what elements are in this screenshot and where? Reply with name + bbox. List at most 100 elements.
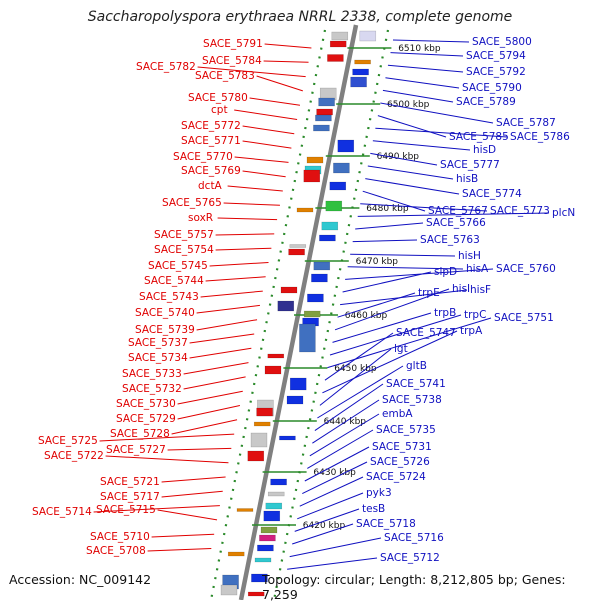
- right-strand-feature: [311, 273, 328, 283]
- left-gene-label: SACE_5722: [44, 450, 104, 462]
- right-label-leader: [307, 429, 374, 469]
- right-gene-label: SACE_5738: [382, 394, 442, 406]
- left-strand-feature: [277, 300, 295, 312]
- right-gene-label: hisI: [452, 283, 470, 295]
- left-gene-label: SACE_5743: [139, 291, 199, 303]
- right-strand-feature: [259, 534, 276, 542]
- right-label-leader: [309, 413, 380, 457]
- right-label-leader: [289, 537, 382, 558]
- right-label-leader: [360, 203, 488, 212]
- right-strand-feature: [260, 526, 278, 534]
- left-strand-feature: [264, 365, 282, 375]
- right-label-leader: [319, 348, 392, 406]
- right-gene-label: SACE_5726: [370, 456, 430, 468]
- left-gene-label: SACE_5780: [188, 92, 248, 104]
- right-label-leader: [375, 127, 508, 138]
- left-label-leader: [249, 97, 301, 106]
- left-label-leader: [177, 390, 243, 405]
- right-strand-feature: [257, 544, 274, 552]
- left-label-leader: [242, 140, 292, 149]
- right-gene-label: SACE_5794: [466, 50, 526, 62]
- right-strand-feature: [319, 234, 336, 242]
- left-gene-label: SACE_5728: [110, 428, 170, 440]
- right-gene-label: SACE_5735: [376, 424, 436, 436]
- left-label-leader: [234, 156, 289, 163]
- left-label-leader: [256, 75, 303, 92]
- kbp-tick-label: 6430 kbp: [313, 468, 356, 478]
- right-label-leader: [342, 271, 432, 293]
- right-strand-feature: [359, 30, 377, 42]
- right-gene-label: hisA: [466, 263, 489, 275]
- left-label-leader: [197, 66, 306, 78]
- right-gene-label: hisF: [470, 284, 491, 296]
- left-label-leader: [215, 247, 272, 251]
- right-gene-label: SACE_5724: [366, 471, 426, 483]
- right-label-leader: [372, 140, 471, 151]
- left-gene-label: SACE_5714: [32, 506, 92, 518]
- right-strand-feature: [337, 139, 355, 153]
- left-gene-label: SACE_5727: [106, 444, 166, 456]
- left-label-leader: [167, 447, 232, 451]
- right-label-leader: [347, 266, 464, 270]
- right-gene-label: trpA: [460, 325, 483, 337]
- left-strand-feature: [236, 508, 254, 512]
- right-strand-feature: [254, 557, 272, 563]
- left-gene-label: SACE_5730: [116, 398, 176, 410]
- left-gene-label: SACE_5710: [90, 531, 150, 543]
- right-gene-label: hisB: [456, 173, 478, 185]
- right-strand-feature: [329, 181, 347, 191]
- left-strand-feature: [288, 248, 305, 256]
- right-strand-feature: [270, 478, 287, 486]
- left-gene-label: SACE_5745: [148, 260, 208, 272]
- left-label-leader: [189, 333, 255, 344]
- right-label-leader: [329, 314, 462, 356]
- right-gene-label: SACE_5792: [466, 66, 526, 78]
- left-strand-feature: [313, 124, 330, 132]
- right-label-leader: [350, 253, 456, 257]
- left-label-leader: [205, 276, 266, 282]
- right-gene-label: hisD: [473, 144, 496, 156]
- left-label-leader: [215, 233, 275, 236]
- left-gene-label: SACE_5721: [100, 476, 160, 488]
- right-gene-label: hisH: [458, 250, 481, 262]
- left-gene-label: SACE_5739: [135, 324, 195, 336]
- figure-title: Saccharopolyspora erythraea NRRL 2338, c…: [87, 9, 513, 25]
- left-label-leader: [183, 376, 246, 390]
- right-label-leader: [382, 89, 454, 103]
- left-label-leader: [242, 170, 286, 178]
- kbp-tick-label: 6470 kbp: [356, 257, 399, 267]
- left-strand-feature: [280, 286, 298, 294]
- left-gene-label: SACE_5769: [181, 165, 241, 177]
- left-label-leader: [196, 319, 258, 331]
- right-label-leader: [390, 52, 464, 57]
- right-label-leader: [299, 476, 364, 507]
- right-label-leader: [292, 523, 354, 545]
- left-strand-feature: [327, 54, 344, 62]
- left-label-leader: [196, 304, 260, 314]
- right-strand-feature: [333, 162, 350, 174]
- right-strand-feature: [307, 293, 324, 303]
- right-gene-label: tesB: [362, 503, 385, 515]
- right-gene-label: SACE_5741: [386, 378, 446, 390]
- right-gene-label: SACE_5773: [490, 205, 550, 217]
- right-gene-label: SACE_5716: [384, 532, 444, 544]
- right-strand-feature: [303, 310, 321, 318]
- right-strand-feature: [289, 377, 307, 391]
- right-label-leader: [317, 365, 404, 419]
- right-label-leader: [380, 102, 494, 124]
- right-gene-label: SACE_5790: [462, 82, 522, 94]
- right-gene-label: SACE_5751: [494, 312, 554, 324]
- right-gene-label: SACE_5760: [496, 263, 556, 275]
- right-label-leader: [340, 289, 468, 306]
- right-gene-label: SACE_5731: [372, 441, 432, 453]
- right-strand-feature: [321, 221, 339, 231]
- right-strand-feature: [354, 59, 371, 65]
- left-gene-label: SACE_5784: [202, 55, 262, 67]
- right-gene-label: SACE_5787: [496, 117, 556, 129]
- left-strand-feature: [289, 244, 307, 248]
- kbp-tick-label: 6480 kbp: [366, 204, 409, 214]
- right-label-leader: [377, 115, 447, 138]
- left-strand-feature: [247, 450, 265, 462]
- left-strand-feature: [315, 114, 332, 122]
- left-strand-feature: [303, 169, 321, 183]
